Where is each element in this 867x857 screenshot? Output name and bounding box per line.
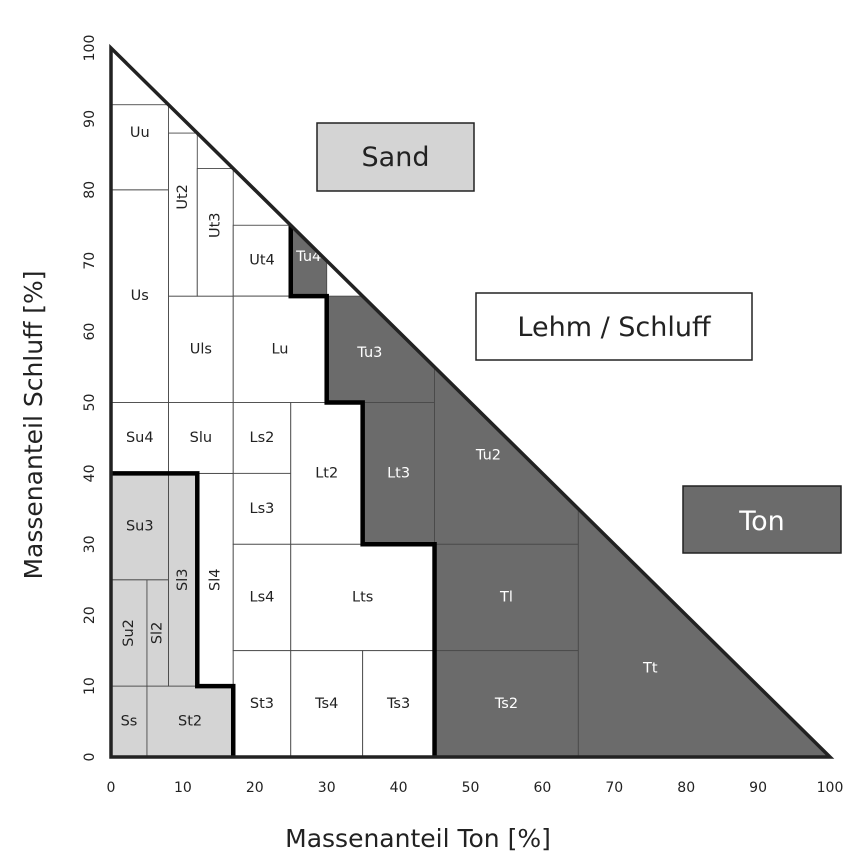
cell-ut2 [168, 132, 198, 297]
cell-label-ls4: Ls4 [250, 589, 275, 605]
y-tick-label: 80 [82, 181, 98, 199]
cell-label-uu: Uu [130, 125, 150, 141]
cell-ut3 [196, 168, 234, 297]
cell-label-tu2: Tu2 [475, 448, 501, 464]
legend-lehm-schluff-label: Lehm / Schluff [517, 312, 712, 343]
cell-label-ls2: Ls2 [250, 430, 275, 446]
cell-st2 [146, 685, 234, 757]
y-tick-label: 70 [82, 252, 98, 270]
cell-ls3 [232, 472, 292, 545]
cell-label-uls: Uls [190, 341, 212, 357]
cell-slu [168, 402, 234, 474]
cell-label-tt: Tt [642, 660, 658, 676]
cell-label-ts2: Ts2 [494, 696, 518, 712]
cell-label-sl2: Sl2 [150, 622, 166, 644]
cell-label-slu: Slu [190, 430, 212, 446]
x-tick-label: 40 [390, 780, 408, 796]
cell-label-ut3: Ut3 [207, 212, 223, 238]
x-tick-label: 90 [749, 780, 767, 796]
x-tick-label: 50 [462, 780, 480, 796]
cell-label-ts4: Ts4 [314, 696, 338, 712]
cell-us [111, 189, 169, 403]
x-tick-label: 30 [318, 780, 336, 796]
cell-label-ts3: Ts3 [386, 696, 410, 712]
cell-tu2 [434, 366, 579, 545]
x-tick-label: 100 [817, 780, 844, 796]
cell-label-us: Us [131, 288, 149, 304]
y-tick-label: 50 [82, 394, 98, 412]
y-tick-label: 100 [82, 35, 98, 62]
legend-ton: Ton [682, 485, 842, 554]
y-tick-label: 30 [82, 535, 98, 553]
x-axis-title: Massenanteil Ton [%] [285, 824, 551, 853]
cell-label-ls3: Ls3 [250, 501, 275, 517]
x-tick-label: 60 [533, 780, 551, 796]
y-tick-label: 20 [82, 606, 98, 624]
cell-ut4 [232, 224, 292, 297]
cell-label-ut2: Ut2 [175, 184, 191, 210]
cell-uu [111, 104, 169, 191]
y-tick-label: 10 [82, 677, 98, 695]
y-axis-ticks: 0 10 20 30 40 50 60 70 80 90 100 [82, 35, 98, 762]
cell-lts [290, 543, 436, 652]
cell-label-sl3: Sl3 [175, 569, 191, 591]
cell-label-lu: Lu [271, 341, 288, 357]
legend-ton-label: Ton [738, 506, 785, 537]
cell-ts4 [290, 650, 364, 757]
legend-sand: Sand [316, 122, 475, 192]
cell-su4 [111, 402, 169, 474]
cell-label-tu4: Tu4 [295, 249, 321, 265]
cell-ls2 [232, 402, 292, 474]
cell-ls4 [232, 543, 292, 652]
x-tick-label: 10 [174, 780, 192, 796]
texture-class-labels: Ss St2 Su2 Sl2 Su3 Sl3 Sl4 Su4 Slu Us Uu Uls Ut2 Ut3 U… [121, 125, 658, 729]
cell-label-su4: Su4 [126, 430, 154, 446]
x-axis-ticks: 0 10 20 30 40 50 60 70 80 90 100 [107, 780, 844, 796]
cell-su3 [111, 472, 169, 581]
y-axis-title: Massenanteil Schluff [%] [19, 270, 48, 579]
cell-label-lts: Lts [352, 589, 373, 605]
sand-group-border [111, 471, 236, 757]
cell-ts3 [362, 650, 435, 757]
ton-group-border [288, 225, 437, 757]
triangle-outline [109, 43, 835, 759]
cell-uls [168, 295, 234, 403]
cell-label-sl4: Sl4 [207, 569, 223, 591]
cell-sl4 [196, 472, 234, 687]
x-tick-label: 20 [246, 780, 264, 796]
legend-lehm-schluff-box [475, 292, 753, 361]
cell-label-st2: St2 [178, 714, 202, 730]
cell-label-su2: Su2 [121, 619, 137, 647]
cell-label-ut4: Ut4 [249, 253, 275, 269]
cell-label-su3: Su3 [126, 519, 154, 535]
x-tick-label: 0 [107, 780, 116, 796]
cell-label-st3: St3 [250, 696, 274, 712]
cell-label-lt2: Lt2 [315, 465, 338, 481]
y-tick-label: 60 [82, 323, 98, 341]
cell-label-lt3: Lt3 [387, 465, 410, 481]
legend-sand-box [316, 122, 475, 192]
cell-label-ss: Ss [121, 714, 138, 730]
legend-lehm-schluff: Lehm / Schluff [475, 292, 753, 361]
cell-lu [232, 295, 328, 403]
y-tick-label: 40 [82, 464, 98, 482]
legend-sand-label: Sand [362, 142, 430, 173]
cell-tl [434, 543, 579, 652]
y-tick-label: 0 [82, 753, 98, 762]
cell-label-tu3: Tu3 [356, 345, 382, 361]
cell-st3 [232, 650, 292, 757]
y-tick-label: 90 [82, 110, 98, 128]
legend-ton-box [682, 485, 842, 554]
cell-label-tl: Tl [499, 589, 513, 605]
x-tick-label: 70 [605, 780, 623, 796]
x-tick-label: 80 [677, 780, 695, 796]
cell-su2 [111, 579, 148, 687]
texture-class-cells [111, 104, 830, 757]
